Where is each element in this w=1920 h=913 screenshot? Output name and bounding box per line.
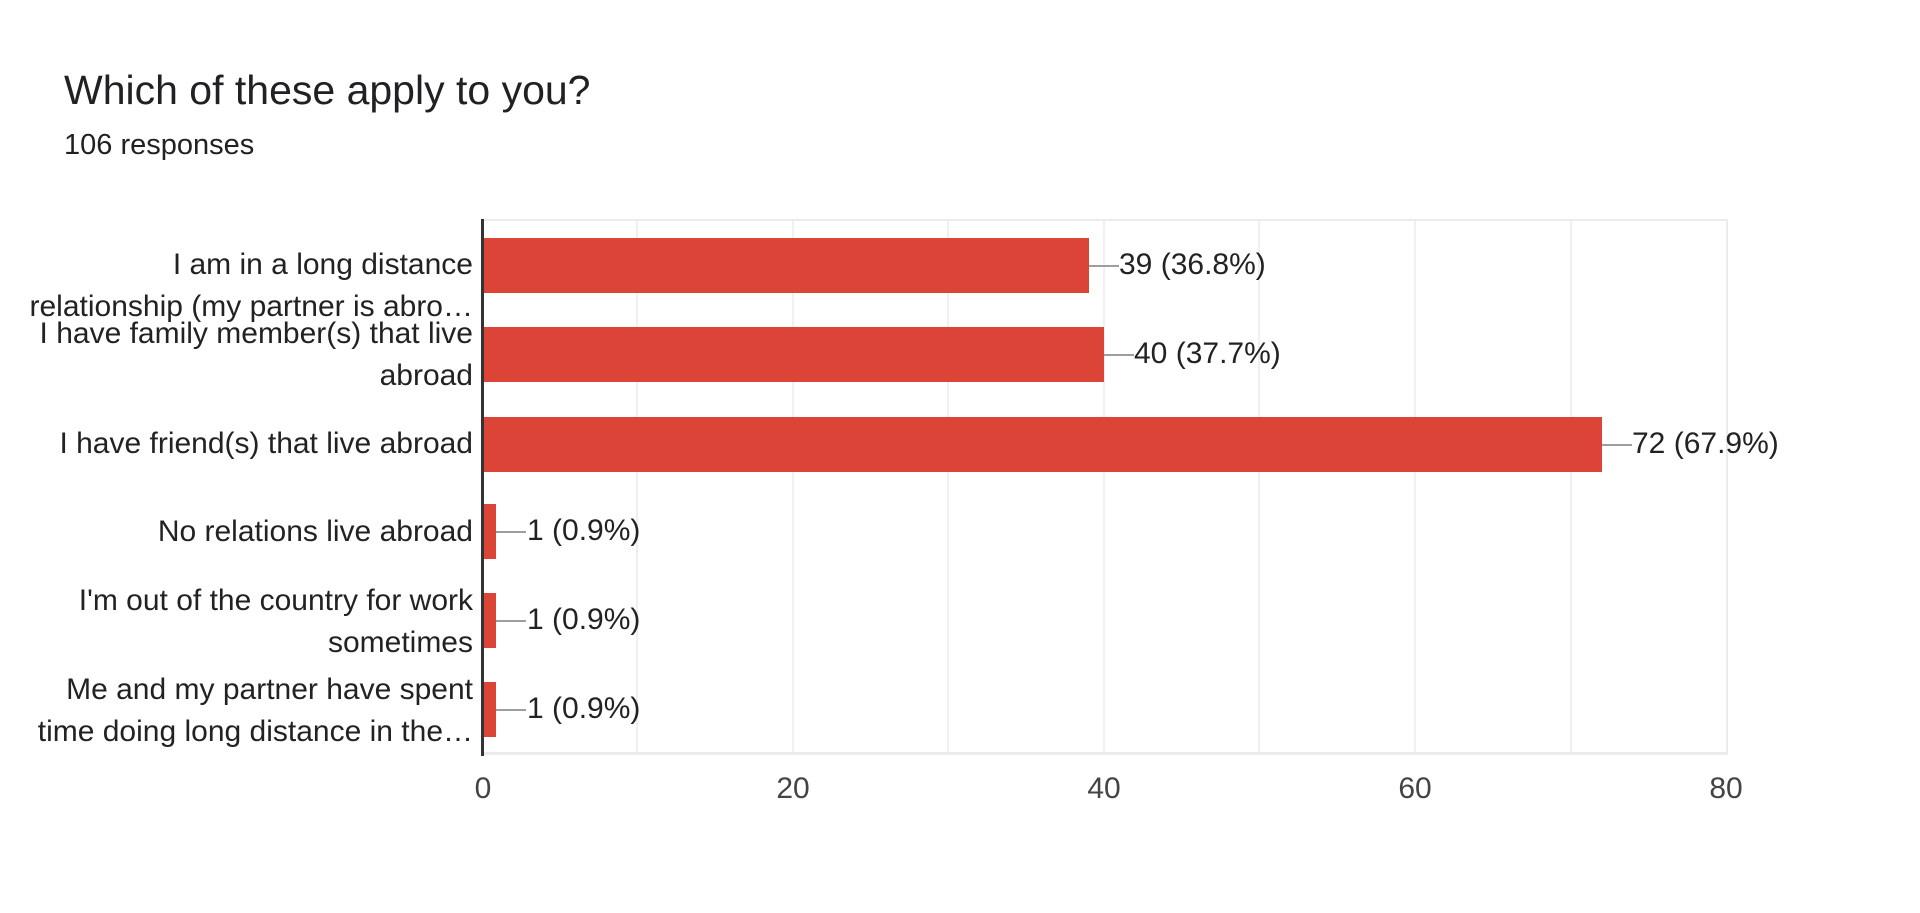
leader-line: [1089, 265, 1119, 267]
x-tick-label: 40: [1087, 772, 1121, 805]
category-label-line: I have friend(s) that live abroad: [59, 427, 473, 460]
category-label: I have friend(s) that live abroad: [3, 423, 473, 465]
bar-family-abroad[interactable]: [484, 327, 1104, 382]
category-label-line: Me and my partner have spent: [66, 673, 473, 706]
value-label: 1 (0.9%): [527, 514, 641, 547]
value-label: 1 (0.9%): [527, 692, 641, 725]
category-label-line: abroad: [379, 359, 473, 392]
category-label: I'm out of the country for work sometime…: [3, 580, 473, 664]
x-tick-label: 20: [776, 772, 810, 805]
bar-work-abroad[interactable]: [484, 593, 496, 648]
category-label: I have family member(s) that live abroad: [3, 313, 473, 397]
response-count: 106 responses: [64, 129, 255, 161]
category-label-line: No relations live abroad: [157, 515, 473, 548]
gridline-10: [636, 221, 638, 752]
category-label-line: time doing long distance in the…: [37, 715, 473, 748]
gridline-40: [1103, 221, 1105, 752]
value-label: 72 (67.9%): [1632, 427, 1779, 460]
x-tick-label: 80: [1709, 772, 1743, 805]
bar-no-relations[interactable]: [484, 504, 496, 559]
gridline-70: [1570, 221, 1572, 752]
value-label: 1 (0.9%): [527, 603, 641, 636]
value-label: 39 (36.8%): [1119, 248, 1266, 281]
gridline-60: [1414, 221, 1416, 752]
chart-title: Which of these apply to you?: [64, 67, 591, 113]
bar-past-long-distance[interactable]: [484, 682, 496, 737]
leader-line: [496, 709, 526, 711]
value-label: 40 (37.7%): [1134, 337, 1281, 370]
x-tick-label: 60: [1398, 772, 1432, 805]
y-axis-line: [481, 219, 484, 756]
category-label-line: I have family member(s) that live: [39, 317, 473, 350]
category-label: I am in a long distance relationship (my…: [3, 244, 473, 328]
x-tick-label: 0: [474, 772, 492, 805]
category-label-line: sometimes: [327, 626, 473, 659]
plot-area: [482, 219, 1728, 755]
bar-long-distance-relationship[interactable]: [484, 238, 1089, 293]
category-label-line: I am in a long distance: [172, 248, 473, 281]
category-label: No relations live abroad: [3, 511, 473, 553]
leader-line: [496, 531, 526, 533]
leader-line: [1602, 444, 1632, 446]
bar-friends-abroad[interactable]: [484, 417, 1602, 472]
gridline-20: [792, 221, 794, 752]
category-label: Me and my partner have spent time doing …: [3, 669, 473, 753]
gridline-50: [1258, 221, 1260, 752]
category-label-line: I'm out of the country for work: [78, 584, 473, 617]
category-label-line: relationship (my partner is abro…: [29, 290, 473, 323]
leader-line: [1104, 354, 1134, 356]
gridline-30: [947, 221, 949, 752]
leader-line: [496, 620, 526, 622]
